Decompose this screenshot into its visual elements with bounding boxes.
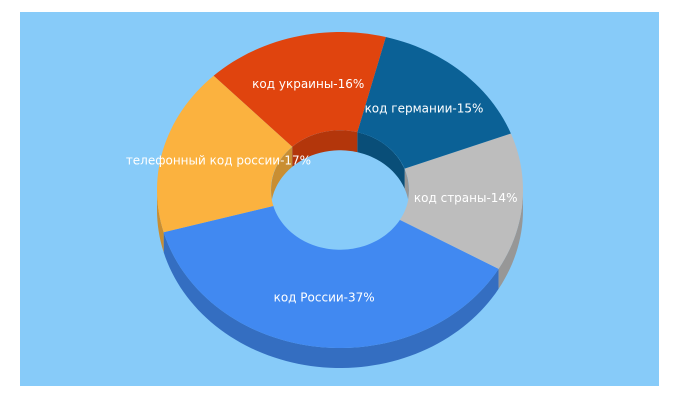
- slice-inner-wall: [404, 168, 409, 210]
- slice-side: [498, 190, 523, 289]
- slice-label: код России-37%: [274, 290, 375, 304]
- slice: [163, 205, 499, 348]
- slice-label: код германии-15%: [365, 101, 484, 115]
- slice-inner-wall: [292, 130, 358, 167]
- slice: [157, 75, 293, 233]
- slice-inner-wall: [271, 146, 293, 210]
- slice: [357, 37, 511, 169]
- slice-side: [157, 190, 164, 253]
- slice-label: телефонный код россии-17%: [126, 154, 311, 168]
- slice-side: [163, 232, 499, 368]
- slice-inner-wall: [357, 132, 405, 189]
- slice: [399, 133, 523, 269]
- slice: [213, 32, 386, 147]
- slices: [157, 32, 523, 348]
- labels: код России-37% код страны-14% код германии…: [126, 77, 518, 304]
- sides: [157, 190, 523, 368]
- inner-walls: [271, 130, 409, 210]
- slice-label: код страны-14%: [414, 191, 518, 205]
- slice-label: код украины-16%: [252, 77, 364, 91]
